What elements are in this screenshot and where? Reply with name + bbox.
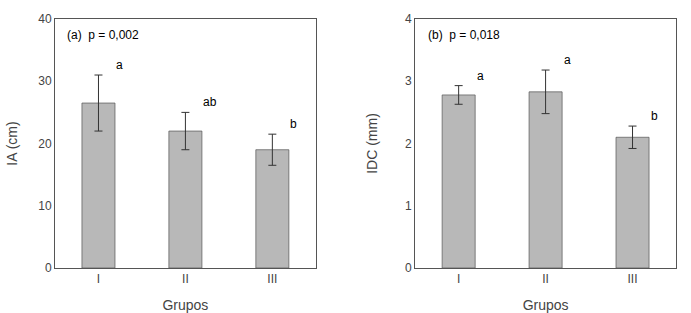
svg-text:1: 1 (405, 199, 412, 213)
svg-text:a: a (477, 69, 484, 83)
svg-text:IDC (mm): IDC (mm) (364, 113, 380, 174)
svg-text:(a) p = 0,002: (a) p = 0,002 (67, 28, 139, 42)
svg-text:40: 40 (38, 12, 52, 26)
svg-text:b: b (290, 117, 297, 131)
svg-text:a: a (564, 53, 571, 67)
svg-text:a: a (116, 58, 123, 72)
svg-text:II: II (182, 272, 189, 286)
svg-text:Grupos: Grupos (162, 297, 208, 313)
svg-text:10: 10 (38, 199, 52, 213)
svg-text:b: b (651, 109, 658, 123)
svg-text:I: I (457, 272, 460, 286)
svg-text:III: III (628, 272, 638, 286)
svg-text:3: 3 (405, 74, 412, 88)
svg-text:ab: ab (203, 95, 217, 109)
svg-text:20: 20 (38, 137, 52, 151)
svg-text:I: I (97, 272, 100, 286)
svg-text:4: 4 (405, 12, 412, 26)
svg-text:(b) p = 0,018: (b) p = 0,018 (428, 28, 500, 42)
svg-text:IA (cm): IA (cm) (4, 121, 20, 165)
svg-text:0: 0 (405, 261, 412, 275)
svg-text:Grupos: Grupos (523, 297, 569, 313)
svg-text:2: 2 (405, 137, 412, 151)
svg-text:III: III (267, 272, 277, 286)
svg-text:30: 30 (38, 74, 52, 88)
svg-text:II: II (542, 272, 549, 286)
svg-text:0: 0 (45, 261, 52, 275)
